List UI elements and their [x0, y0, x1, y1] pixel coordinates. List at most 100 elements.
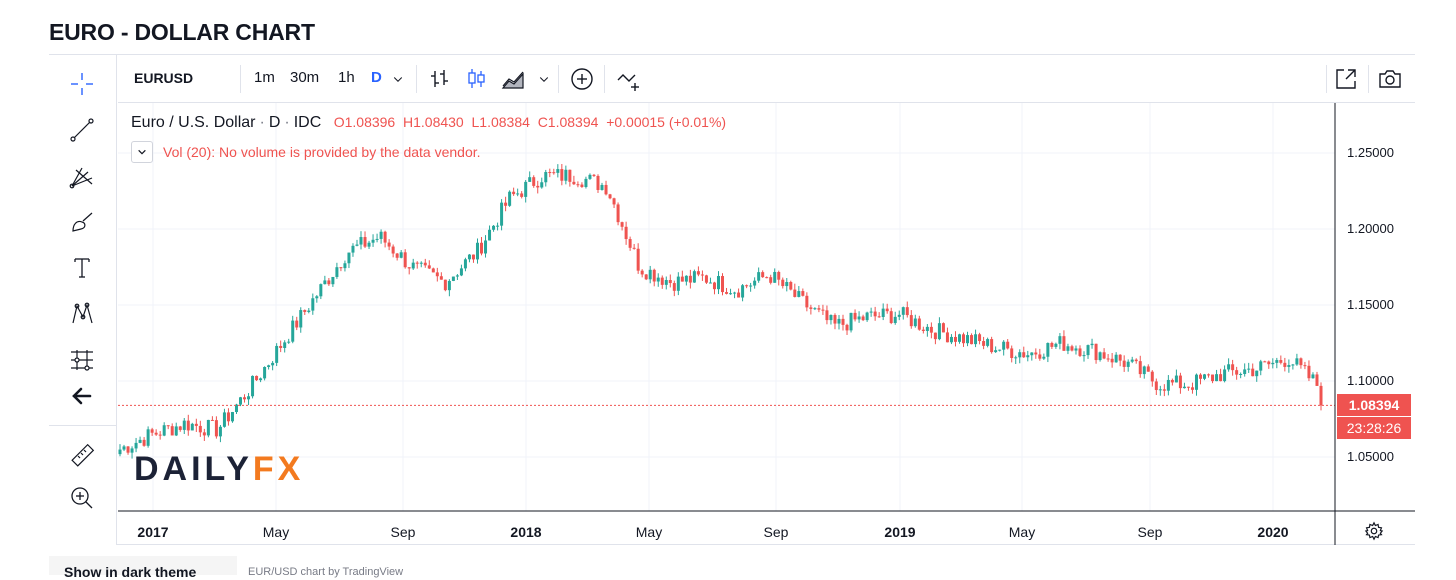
candle-body	[178, 426, 182, 430]
area-chart-icon[interactable]	[499, 65, 527, 93]
legend-symbol-name[interactable]: Euro / U.S. Dollar	[131, 114, 256, 131]
candle-body	[395, 253, 399, 258]
candle-body	[801, 291, 805, 296]
candle-body	[287, 341, 291, 343]
candles-icon[interactable]	[462, 65, 490, 93]
crosshair-icon[interactable]	[65, 67, 99, 101]
interval-30m[interactable]: 30m	[290, 69, 320, 86]
candle-body	[467, 254, 471, 260]
candle-body	[423, 262, 427, 266]
bar-chart-icon[interactable]	[426, 65, 454, 93]
x-tick: Sep	[763, 524, 789, 540]
x-tick: Sep	[1137, 524, 1163, 540]
candle-body	[222, 412, 226, 427]
chevron-down-icon[interactable]	[536, 65, 552, 93]
volume-note: Vol (20): No volume is provided by the d…	[163, 144, 481, 160]
candle-body	[1223, 369, 1227, 382]
candle-body	[857, 316, 861, 320]
candle-body	[877, 316, 881, 318]
candle-body	[648, 269, 652, 280]
candle-body	[913, 318, 917, 327]
candle-body	[1170, 379, 1174, 383]
candle-body	[359, 237, 363, 245]
trend-line-icon[interactable]	[65, 113, 99, 147]
candle-body	[142, 439, 146, 446]
candle-body	[1114, 354, 1118, 363]
candle-body	[371, 239, 375, 243]
compare-icon[interactable]	[614, 65, 642, 93]
candle-body	[263, 367, 267, 379]
candle-body	[632, 247, 636, 249]
legend-interval: D	[268, 114, 281, 131]
add-indicator-icon[interactable]	[568, 65, 596, 93]
back-arrow-icon[interactable]	[65, 379, 99, 413]
candle-body	[1263, 361, 1267, 363]
candle-body	[1174, 375, 1178, 383]
candle-body	[897, 314, 901, 317]
candle-body	[1231, 364, 1235, 371]
candle-body	[1014, 357, 1018, 359]
candle-body	[206, 419, 210, 436]
candle-body	[953, 336, 957, 342]
candle-body	[1150, 371, 1154, 382]
candle-body	[363, 237, 367, 247]
candle-body	[652, 269, 656, 282]
price-chart[interactable]	[118, 103, 1415, 545]
pattern-icon[interactable]	[65, 297, 99, 331]
candle-body	[998, 349, 1002, 351]
legend-collapse-button[interactable]	[131, 141, 153, 163]
y-tick: 1.20000	[1347, 221, 1394, 236]
candle-body	[230, 412, 234, 422]
zoom-in-icon[interactable]	[65, 481, 99, 515]
candle-body	[821, 309, 825, 311]
candle-body	[516, 193, 520, 195]
screenshot-icon[interactable]	[1376, 65, 1404, 93]
candle-body	[267, 365, 271, 368]
prediction-icon[interactable]	[65, 343, 99, 377]
candle-body	[1102, 352, 1106, 359]
candle-body	[138, 439, 142, 443]
candle-body	[1002, 341, 1006, 350]
candle-body	[917, 318, 921, 330]
candle-body	[749, 285, 753, 287]
candle-body	[941, 323, 945, 333]
gann-fib-icon[interactable]	[65, 159, 99, 193]
candle-body	[1058, 336, 1062, 344]
candle-body	[978, 334, 982, 342]
candle-body	[672, 283, 676, 291]
candle-body	[572, 181, 576, 185]
interval-1h[interactable]: 1h	[338, 69, 355, 86]
chevron-down-icon[interactable]	[390, 65, 406, 93]
brush-icon[interactable]	[65, 205, 99, 239]
candle-body	[1086, 345, 1090, 356]
candle-body	[628, 239, 632, 248]
candle-body	[202, 432, 206, 436]
candle-body	[1074, 348, 1078, 351]
candle-body	[532, 177, 536, 186]
dark-theme-tab[interactable]: Show in dark theme	[49, 556, 237, 580]
candle-body	[1303, 365, 1307, 367]
fullscreen-icon[interactable]	[1332, 65, 1360, 93]
candle-body	[271, 362, 275, 366]
candle-body	[1307, 365, 1311, 379]
drawing-toolbar	[49, 55, 117, 545]
interval-1m[interactable]: 1m	[254, 69, 275, 86]
candle-body	[580, 184, 584, 187]
candle-body	[251, 375, 255, 397]
text-icon[interactable]	[65, 251, 99, 285]
candle-body	[327, 280, 331, 285]
candle-body	[399, 252, 403, 258]
candle-body	[1106, 358, 1110, 360]
candle-body	[945, 332, 949, 343]
y-tick: 1.25000	[1347, 145, 1394, 160]
ruler-icon[interactable]	[65, 439, 99, 473]
settings-gear-icon[interactable]	[1364, 521, 1384, 546]
interval-d[interactable]: D	[371, 69, 382, 86]
candle-body	[845, 324, 849, 331]
symbol-search[interactable]: EURUSD	[134, 70, 194, 86]
candle-body	[568, 169, 572, 182]
bar-countdown-label: 23:28:26	[1337, 417, 1411, 439]
candle-body	[1239, 374, 1243, 376]
candle-body	[861, 316, 865, 321]
legend-low: L1.08384	[471, 114, 530, 130]
